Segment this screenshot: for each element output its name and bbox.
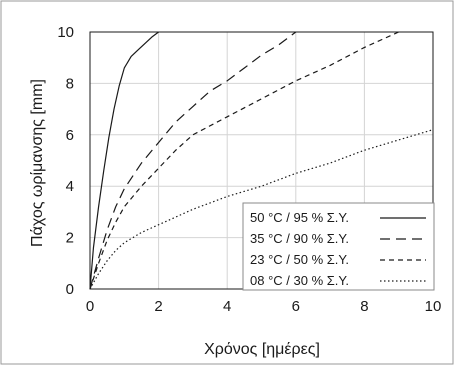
series-line-1 — [89, 31, 159, 290]
x-axis-title: Χρόνος [ημέρες] — [204, 341, 320, 358]
y-tick-label: 6 — [66, 127, 74, 144]
y-tick-labels: 0 2 4 6 8 10 — [57, 24, 74, 298]
y-tick-label: 2 — [66, 230, 74, 247]
x-tick-label: 2 — [154, 298, 162, 315]
x-tick-label: 10 — [425, 298, 442, 315]
x-tick-label: 6 — [292, 298, 300, 315]
legend: 50 °C / 95 % Σ.Υ. 35 °C / 90 % Σ.Υ. 23 °C … — [242, 202, 435, 291]
y-tick-label: 8 — [66, 75, 74, 92]
series-group — [89, 31, 434, 290]
legend-label-1: 50 °C / 95 % Σ.Υ. — [250, 210, 349, 225]
legend-label-3: 23 °C / 50 % Σ.Υ. — [250, 252, 349, 267]
y-tick-label: 0 — [66, 281, 74, 298]
y-axis-title: Πάχος ωρίμανσης [mm] — [29, 79, 46, 247]
legend-items: 50 °C / 95 % Σ.Υ. 35 °C / 90 % Σ.Υ. 23 °C … — [250, 210, 426, 288]
legend-label-4: 08 °C / 30 % Σ.Υ. — [250, 273, 349, 288]
series-line-2 — [89, 31, 297, 290]
x-tick-labels: 0 2 4 6 8 10 — [86, 298, 442, 315]
y-tick-label: 10 — [57, 24, 74, 41]
x-tick-label: 8 — [360, 298, 368, 315]
y-tick-label: 4 — [66, 178, 74, 195]
x-tick-label: 0 — [86, 298, 94, 315]
legend-label-2: 35 °C / 90 % Σ.Υ. — [250, 231, 349, 246]
x-tick-label: 4 — [223, 298, 231, 315]
series-line-3 — [89, 31, 399, 290]
